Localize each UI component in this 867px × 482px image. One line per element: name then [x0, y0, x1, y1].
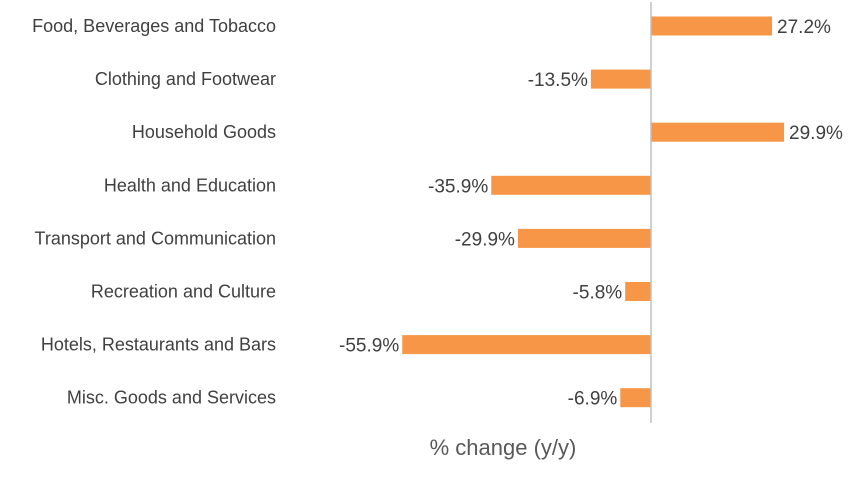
- value-label: -13.5%: [528, 70, 588, 91]
- x-axis-title: % change (y/y): [430, 435, 577, 460]
- bar: [620, 388, 651, 408]
- bar: [517, 228, 651, 248]
- value-label: 27.2%: [777, 17, 831, 38]
- category-label: Transport and Communication: [35, 228, 276, 248]
- category-label: Misc. Goods and Services: [67, 388, 276, 408]
- category-label: Health and Education: [104, 175, 276, 195]
- category-label: Food, Beverages and Tobacco: [32, 16, 276, 36]
- bar: [651, 122, 785, 142]
- category-label: Household Goods: [132, 122, 276, 142]
- value-label: -29.9%: [455, 229, 515, 250]
- value-label: 29.9%: [789, 123, 843, 144]
- bar: [625, 282, 651, 301]
- bar: [651, 16, 773, 36]
- category-label: Recreation and Culture: [91, 282, 276, 302]
- value-label: -5.8%: [573, 283, 623, 304]
- bar: [402, 335, 651, 355]
- value-label: -55.9%: [339, 336, 399, 357]
- category-label: Clothing and Footwear: [95, 69, 276, 89]
- value-label: -35.9%: [428, 176, 488, 197]
- category-label: Hotels, Restaurants and Bars: [41, 335, 276, 355]
- value-label: -6.9%: [568, 389, 618, 410]
- bar: [590, 69, 651, 89]
- bar: [491, 175, 651, 195]
